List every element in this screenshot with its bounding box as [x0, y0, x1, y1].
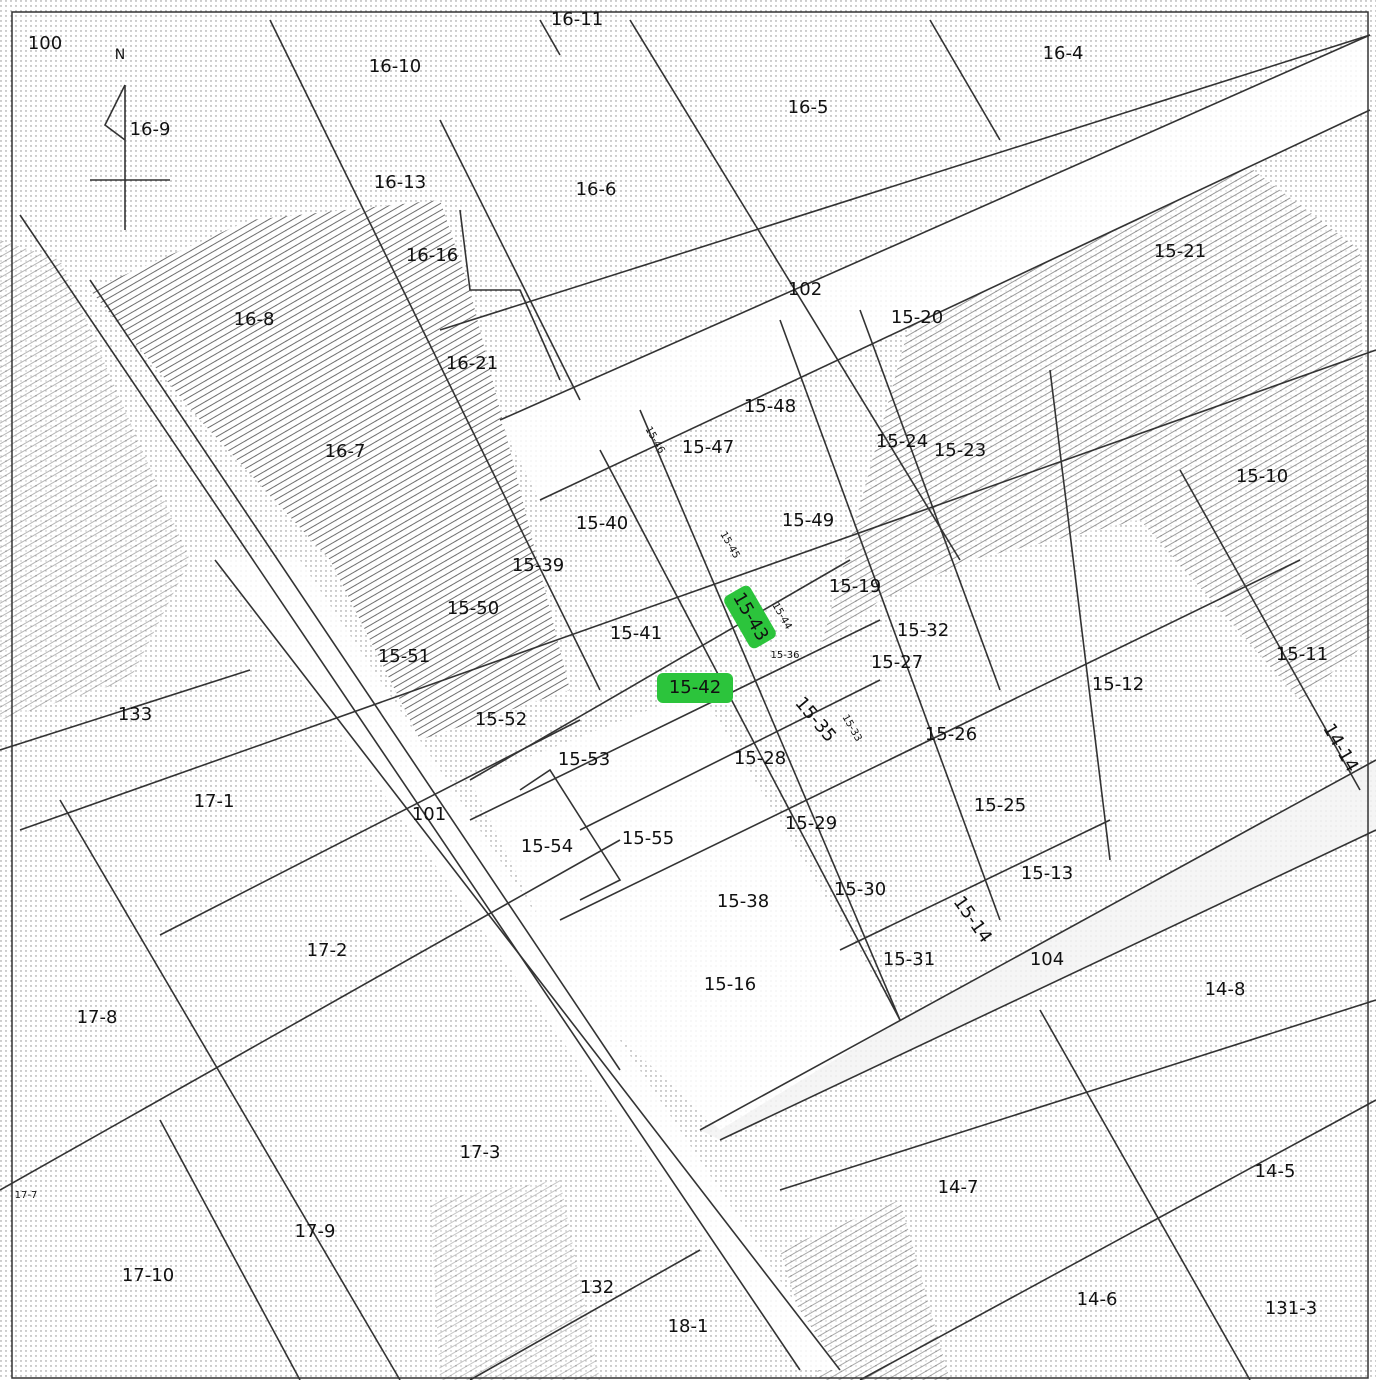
parcel-label: 17-8 [77, 1007, 118, 1028]
parcel-label: 100 [28, 33, 62, 54]
parcel-label: 15-53 [558, 749, 610, 770]
parcel-label: 17-7 [15, 1190, 38, 1201]
highlight [657, 673, 733, 703]
parcel-label: 15-51 [378, 646, 430, 667]
parcel-label: 17-10 [122, 1265, 174, 1286]
parcel-label: 15-11 [1276, 644, 1328, 665]
parcel-label: 14-6 [1077, 1289, 1118, 1310]
parcel-label: 15-26 [925, 724, 977, 745]
parcel-label: 16-7 [325, 441, 366, 462]
parcel-label: 14-5 [1255, 1161, 1296, 1182]
parcel-label: 16-16 [406, 245, 458, 266]
parcel-label: 15-47 [682, 437, 734, 458]
parcel-label: 15-25 [974, 795, 1026, 816]
parcel-label: 133 [118, 704, 152, 725]
parcel-lines [0, 11, 1376, 1380]
parcel-label: 131-3 [1265, 1298, 1317, 1319]
parcel-label: 15-30 [834, 879, 886, 900]
parcel-label: 16-11 [551, 9, 603, 30]
parcel-label: 17-3 [460, 1142, 501, 1163]
parcel-label: 104 [1030, 949, 1064, 970]
parcel-label: 15-32 [897, 620, 949, 641]
parcel-label: 15-19 [829, 576, 881, 597]
parcel-label: 15-52 [475, 709, 527, 730]
parcel-label: 14-8 [1205, 979, 1246, 1000]
parcel-label: 15-41 [610, 623, 662, 644]
parcel-label: 15-40 [576, 513, 628, 534]
parcel-label: 14-7 [938, 1177, 979, 1198]
parcel-label: 16-8 [234, 309, 275, 330]
parcel-label: 15-38 [717, 891, 769, 912]
parcel-label: 15-28 [734, 748, 786, 769]
parcel-label: 132 [580, 1277, 614, 1298]
parcel-label: 17-9 [295, 1221, 336, 1242]
parcel-label: 102 [788, 279, 822, 300]
parcel-label: 15-49 [782, 510, 834, 531]
parcel-label: 18-1 [668, 1316, 709, 1337]
parcel-label: 15-54 [521, 836, 573, 857]
parcel-label: 15-48 [744, 396, 796, 417]
parcel-label: 16-9 [130, 119, 171, 140]
parcel-label: 15-21 [1154, 241, 1206, 262]
parcel-label: 15-16 [704, 974, 756, 995]
parcel-label: 101 [412, 804, 446, 825]
parcel-label: 16-5 [788, 97, 829, 118]
parcel-label: 15-12 [1092, 674, 1144, 695]
parcel-label: 15-29 [785, 813, 837, 834]
parcel-label: 15-27 [871, 652, 923, 673]
parcel-label: 15-36 [770, 650, 799, 661]
parcel-label: 15-13 [1021, 863, 1073, 884]
parcel-label: 15-31 [883, 949, 935, 970]
parcel-label: N [115, 47, 125, 63]
parcel-label: 15-55 [622, 828, 674, 849]
parcel-label: 17-2 [307, 940, 348, 961]
parcel-label: 15-50 [447, 598, 499, 619]
parcel-label: 15-20 [891, 307, 943, 328]
parcel-label: 16-6 [576, 179, 617, 200]
parcel-label: 15-24 [876, 431, 928, 452]
parcel-label: 16-21 [446, 353, 498, 374]
parcel-label: 17-1 [194, 791, 235, 812]
highlight [724, 585, 776, 649]
parcel-label: 15-10 [1236, 466, 1288, 487]
parcel-label: 16-13 [374, 172, 426, 193]
parcel-label: 15-39 [512, 555, 564, 576]
parcel-label: 15-23 [934, 440, 986, 461]
parcel-label: 15-42 [669, 677, 721, 698]
parcel-label: 16-4 [1043, 43, 1084, 64]
parcel-label: 16-10 [369, 56, 421, 77]
